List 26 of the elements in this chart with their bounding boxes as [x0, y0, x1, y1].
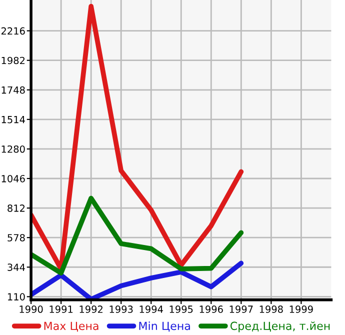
- legend-label: Min Цена: [139, 321, 190, 332]
- legend-label: Max Цена: [44, 322, 98, 332]
- line-series: [31, 196, 244, 276]
- y-tick-label: 578: [8, 234, 25, 242]
- x-tick-label: 1995: [170, 306, 193, 313]
- y-tick-label: 344: [8, 264, 25, 271]
- x-tick-label: 1996: [200, 306, 223, 313]
- line-series: [31, 260, 244, 300]
- y-tick-label: 1748: [2, 86, 25, 94]
- y-tick-label: 1514: [2, 116, 25, 124]
- x-tick-label: 1997: [230, 306, 253, 313]
- y-tick-label: 2216: [1, 27, 25, 35]
- x-tick-label: 1991: [50, 306, 73, 313]
- x-tick-label: 1999: [290, 306, 313, 313]
- y-tick-label: 1280: [2, 145, 25, 153]
- y-tick-label: 1046: [2, 174, 25, 182]
- x-tick-label: 1990: [20, 306, 43, 313]
- y-tick-label: 110: [8, 293, 25, 300]
- legend-label: Сред.Цена, т.йен: [230, 322, 330, 332]
- y-tick-label: 1982: [2, 56, 25, 64]
- x-tick-label: 1998: [260, 306, 283, 313]
- x-tick-label: 1992: [80, 306, 102, 313]
- y-tick-label: 812: [8, 204, 25, 212]
- line-series: [31, 4, 244, 272]
- x-tick-label: 1993: [110, 306, 133, 313]
- x-tick-label: 1994: [140, 306, 163, 313]
